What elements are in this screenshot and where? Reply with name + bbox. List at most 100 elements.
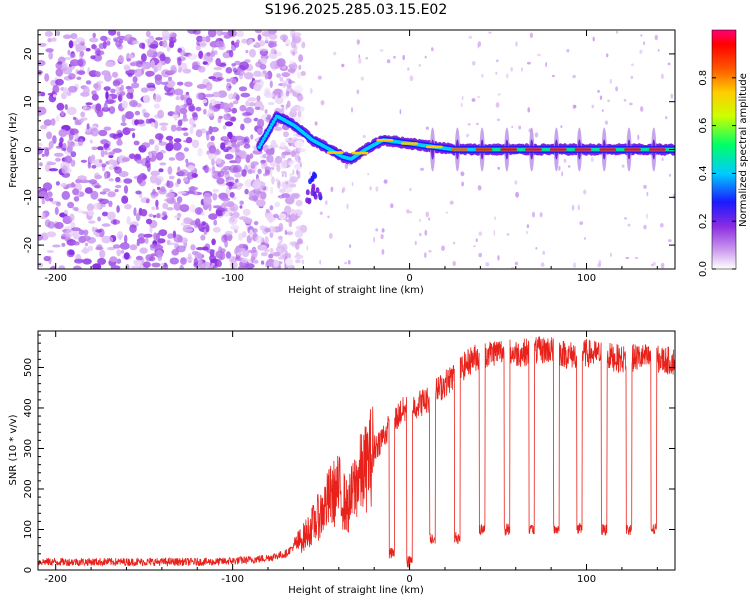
noise-blob: [406, 209, 410, 214]
noise-blob: [139, 42, 145, 49]
noise-blob: [235, 94, 240, 101]
noise-blob: [294, 37, 301, 44]
noise-blob: [381, 248, 385, 255]
noise-blob: [186, 171, 195, 180]
noise-blob: [301, 259, 305, 265]
noise-blob: [266, 114, 271, 118]
noise-blob: [293, 209, 303, 217]
noise-blob: [572, 74, 576, 79]
spectrogram-x-tick-label: 0: [406, 273, 412, 284]
noise-blob: [274, 155, 283, 164]
noise-blob: [123, 66, 131, 71]
noise-blob: [248, 102, 256, 107]
noise-blob: [193, 257, 199, 267]
noise-blob: [290, 107, 297, 114]
noise-blob: [120, 249, 125, 254]
noise-blob: [111, 71, 119, 78]
noise-blob: [514, 261, 519, 266]
noise-blob: [145, 70, 155, 77]
noise-blob: [104, 171, 108, 180]
noise-blob: [163, 33, 172, 38]
noise-blob: [229, 216, 235, 223]
noise-blob: [150, 170, 160, 177]
noise-blob: [73, 196, 80, 202]
noise-blob: [497, 255, 500, 261]
noise-blob: [183, 132, 189, 137]
noise-blob: [210, 50, 216, 57]
noise-blob: [652, 261, 657, 266]
noise-blob: [99, 159, 103, 164]
noise-blob: [274, 96, 284, 105]
noise-blob: [265, 148, 273, 155]
noise-blob: [57, 61, 63, 65]
noise-blob: [189, 204, 196, 213]
noise-blob: [41, 199, 45, 205]
noise-blob: [567, 165, 571, 168]
noise-blob: [606, 53, 609, 58]
noise-blob: [249, 48, 256, 58]
noise-blob: [529, 32, 534, 39]
noise-blob: [123, 252, 130, 260]
noise-blob: [216, 30, 223, 37]
noise-blob: [306, 245, 309, 251]
noise-blob: [477, 43, 480, 49]
noise-blob: [274, 201, 281, 208]
noise-blob: [206, 52, 211, 57]
noise-blob: [203, 108, 207, 115]
noise-blob: [116, 139, 123, 146]
noise-blob: [477, 95, 480, 99]
spectrogram-x-tick-label: -100: [221, 273, 244, 284]
noise-blob: [167, 200, 177, 205]
noise-blob: [70, 59, 80, 67]
noise-blob: [136, 159, 144, 164]
ridge-core: [263, 134, 268, 138]
noise-blob: [42, 212, 46, 217]
noise-blob: [140, 209, 148, 217]
noise-blob: [279, 251, 286, 259]
noise-blob: [314, 121, 318, 126]
ridge-branch: [310, 190, 315, 196]
noise-blob: [278, 213, 287, 220]
noise-blob: [244, 72, 254, 80]
noise-blob: [52, 135, 57, 144]
noise-blob: [79, 50, 85, 57]
noise-blob: [351, 182, 354, 187]
noise-blob: [108, 200, 113, 207]
figure-title: S196.2025.285.03.15.E02: [265, 2, 448, 18]
noise-blob: [39, 162, 43, 167]
noise-blob: [234, 172, 242, 178]
noise-blob: [46, 131, 53, 140]
noise-blob: [194, 207, 204, 215]
noise-blob: [478, 252, 483, 258]
noise-blob: [145, 30, 151, 38]
noise-blob: [472, 61, 476, 66]
noise-blob: [45, 48, 54, 53]
noise-blob: [424, 252, 427, 259]
noise-blob: [218, 115, 223, 120]
noise-blob: [168, 139, 174, 148]
noise-blob: [203, 196, 212, 206]
noise-blob: [155, 151, 164, 161]
noise-blob: [51, 37, 57, 42]
noise-blob: [75, 37, 86, 44]
noise-blob: [627, 223, 631, 227]
noise-blob: [288, 213, 291, 219]
noise-blob: [91, 146, 98, 151]
noise-blob: [105, 71, 109, 77]
noise-blob: [129, 244, 138, 251]
noise-blob: [94, 174, 103, 180]
noise-blob: [247, 169, 253, 175]
noise-blob: [229, 192, 235, 198]
noise-blob: [293, 32, 302, 37]
noise-blob: [243, 143, 251, 149]
noise-blob: [255, 235, 264, 244]
noise-blob: [95, 71, 101, 78]
noise-blob: [505, 73, 509, 79]
noise-blob: [153, 66, 158, 73]
noise-blob: [127, 128, 136, 132]
noise-blob: [123, 185, 129, 194]
noise-blob: [133, 207, 137, 217]
noise-blob: [126, 58, 132, 62]
noise-blob: [90, 55, 96, 60]
noise-blob: [380, 234, 384, 240]
